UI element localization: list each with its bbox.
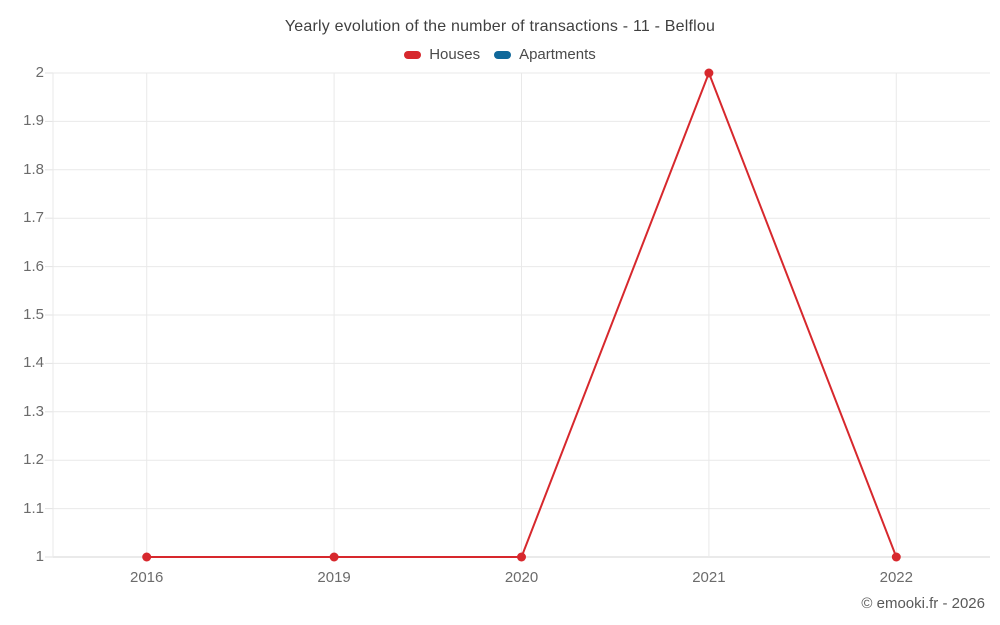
- copyright: © emooki.fr - 2026: [861, 595, 985, 612]
- legend-swatch-houses: [404, 50, 422, 59]
- y-tick-label: 1.5: [23, 306, 44, 323]
- legend-label: Houses: [429, 46, 481, 63]
- series-layer: [142, 68, 901, 562]
- legend-item-houses[interactable]: Houses: [404, 46, 480, 63]
- y-tick-label: 1.1: [23, 499, 44, 517]
- y-tick-label: 1.2: [23, 451, 44, 469]
- legend-item-apartments[interactable]: Apartments: [494, 46, 596, 63]
- y-tick-label: 1.8: [23, 160, 44, 178]
- legend-label: Apartments: [519, 46, 596, 63]
- x-tick-label: 2020: [504, 569, 539, 586]
- y-tick-label: 1.7: [23, 209, 44, 227]
- data-point-houses: [142, 552, 152, 562]
- x-tick-label: 2022: [879, 569, 913, 586]
- data-point-houses: [704, 68, 714, 78]
- legend-swatch-apartments: [494, 50, 512, 59]
- x-tick-label: 2019: [317, 569, 351, 586]
- data-point-houses: [517, 552, 526, 562]
- x-tick-label: 2016: [130, 569, 164, 586]
- y-tick-label: 1: [35, 548, 44, 565]
- data-point-houses: [329, 552, 339, 562]
- y-tick-label: 1.9: [23, 112, 44, 130]
- x-tick-label: 2021: [692, 569, 726, 586]
- y-tick-label: 1.4: [23, 354, 44, 372]
- data-point-houses: [891, 552, 901, 562]
- y-tick-label: 1.3: [23, 402, 44, 420]
- legend: Houses Apartments: [0, 46, 1000, 63]
- y-tick-label: 1.6: [23, 257, 44, 275]
- chart-title: Yearly evolution of the number of transa…: [284, 18, 716, 35]
- gridlines-layer: [45, 72, 990, 558]
- y-tick-label: 2: [35, 64, 44, 81]
